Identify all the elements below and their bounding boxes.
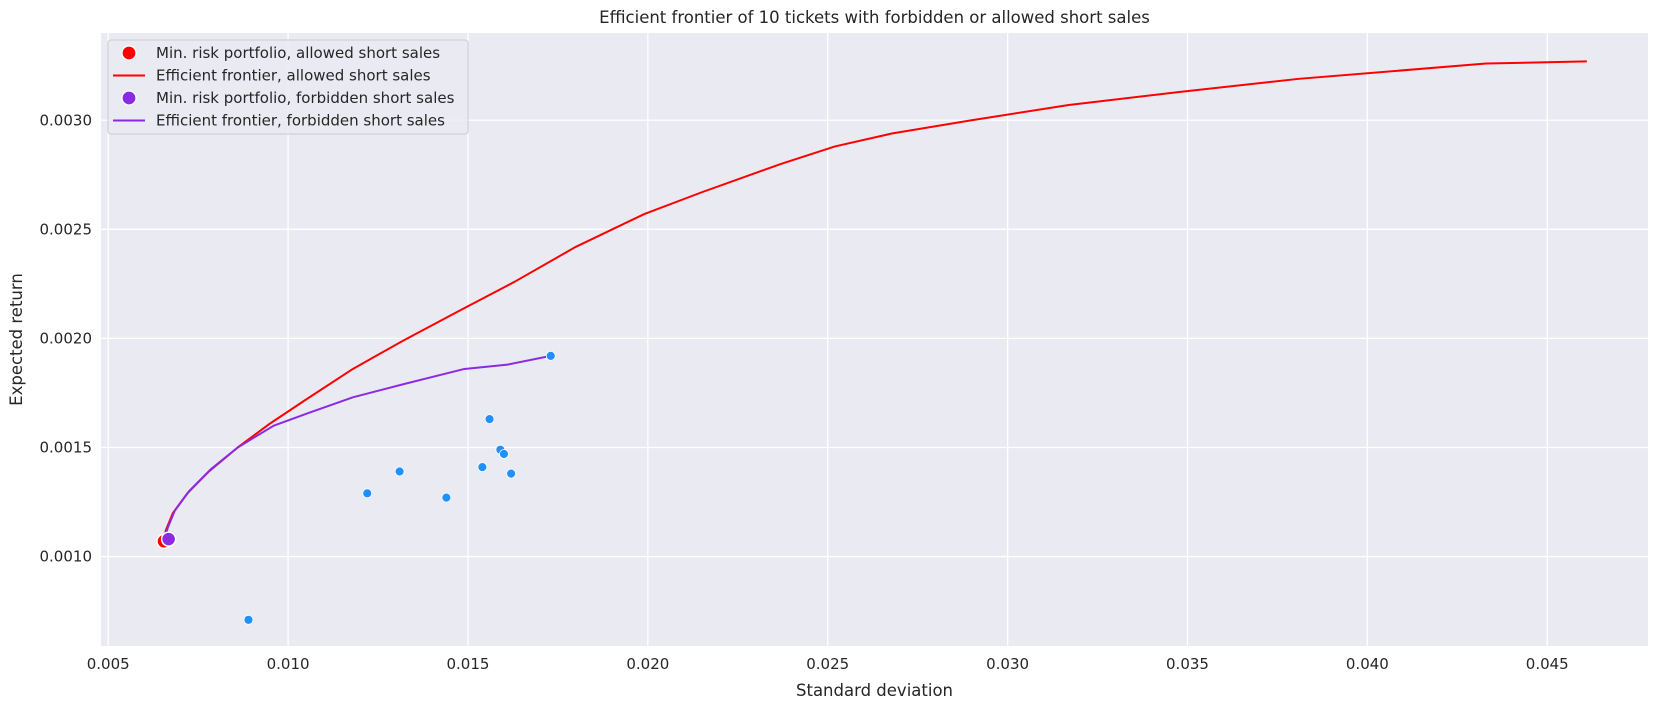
x-tick-label: 0.025 <box>806 655 849 673</box>
asset-point <box>394 466 405 477</box>
frontier-line <box>164 354 551 540</box>
x-tick-label: 0.030 <box>986 655 1029 673</box>
x-tick-label: 0.015 <box>446 655 489 673</box>
y-tick-label: 0.0020 <box>40 329 93 347</box>
x-tick-label: 0.010 <box>267 655 310 673</box>
asset-point <box>243 614 254 625</box>
legend-label: Efficient frontier, allowed short sales <box>156 67 431 85</box>
plot-area <box>101 33 1648 646</box>
legend-dot <box>121 45 137 61</box>
asset-point <box>499 449 509 459</box>
asset-point <box>441 492 452 503</box>
y-tick-label: 0.0030 <box>40 111 93 129</box>
legend-label: Min. risk portfolio, allowed short sales <box>156 44 440 62</box>
x-axis-label: Standard deviation <box>796 681 953 700</box>
asset-point <box>362 488 373 499</box>
y-tick-label: 0.0015 <box>40 438 93 456</box>
y-tick-label: 0.0010 <box>40 548 93 566</box>
legend-frame <box>107 39 469 135</box>
points-layer <box>156 350 556 625</box>
y-tick-label: 0.0025 <box>40 220 93 238</box>
chart-title: Efficient frontier of 10 tickets with fo… <box>599 8 1150 27</box>
asset-point <box>484 414 495 425</box>
grid <box>101 33 1648 646</box>
series-layer <box>162 60 1587 542</box>
min-risk-point <box>160 531 177 547</box>
legend-label: Efficient frontier, forbidden short sale… <box>156 112 445 130</box>
y-axis: 0.0010 0.0015 0.0020 0.0025 0.0030 <box>40 111 93 565</box>
x-tick-label: 0.040 <box>1346 655 1389 673</box>
x-tick-label: 0.045 <box>1526 655 1569 673</box>
legend: Min. risk portfolio, allowed short sales… <box>107 39 469 135</box>
x-tick-label: 0.020 <box>626 655 669 673</box>
asset-point <box>506 468 517 479</box>
y-axis-label: Expected return <box>7 273 26 406</box>
legend-dot <box>121 90 137 106</box>
asset-point <box>545 350 556 361</box>
x-tick-label: 0.035 <box>1166 655 1209 673</box>
x-tick-label: 0.005 <box>87 655 130 673</box>
legend-label: Min. risk portfolio, forbidden short sal… <box>156 89 455 107</box>
asset-point <box>477 462 488 473</box>
x-axis: 0.005 0.010 0.015 0.020 0.025 0.030 0.035 0.040… <box>87 655 1569 673</box>
